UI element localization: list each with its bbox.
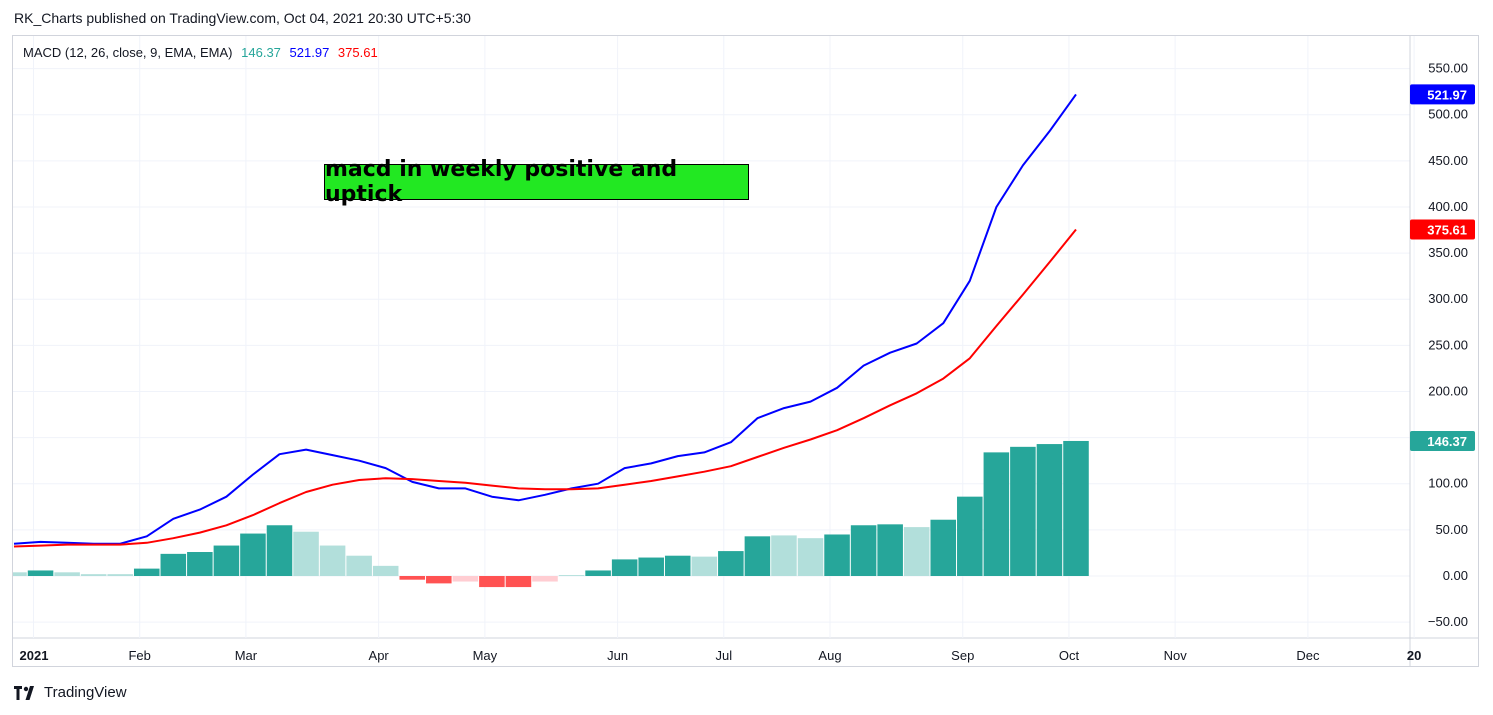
y-tick-label: 400.00 [1428,199,1468,214]
histogram-bar [692,557,718,576]
annotation-callout[interactable]: macd in weekly positive and uptick [324,164,749,200]
histogram-bar [612,559,638,576]
histogram-bar [745,536,771,576]
histogram-bar [957,497,983,576]
histogram-bar [107,574,133,576]
histogram-bar [559,575,585,576]
x-tick-label: Dec [1296,648,1320,663]
histogram-bar [532,576,558,582]
y-tick-label: 50.00 [1435,522,1468,537]
tradingview-logo-icon [14,686,38,700]
histogram-bar [665,556,691,576]
signal-line [14,230,1076,547]
histogram-bar [506,576,532,587]
annotation-text: macd in weekly positive and uptick [325,157,748,207]
histogram-bar [930,520,956,576]
indicator-legend[interactable]: MACD (12, 26, close, 9, EMA, EMA) 146.37… [23,45,383,60]
x-tick-label: Sep [951,648,974,663]
histogram-bar [771,535,797,576]
hist-value: 146.37 [241,45,281,60]
y-tick-label: 0.00 [1443,568,1468,583]
histogram-bar [81,574,107,576]
histogram-bar [293,532,319,576]
histogram-bar [161,554,187,576]
y-tick-label: 450.00 [1428,153,1468,168]
histogram-bar [638,558,664,576]
y-tick-label: 100.00 [1428,476,1468,491]
histogram-bar [877,524,903,576]
y-tick-label: 200.00 [1428,383,1468,398]
x-tick-label: Aug [818,648,841,663]
price-label-text: 521.97 [1427,87,1467,102]
x-tick-label: May [473,648,498,663]
histogram-bar [399,576,425,580]
histogram-bar [346,556,372,576]
x-tick-label: Jun [607,648,628,663]
histogram-bar [984,452,1010,576]
x-tick-label: Jul [715,648,732,663]
histogram-bar [1037,444,1063,576]
x-tick-label: Feb [128,648,150,663]
y-tick-label: 550.00 [1428,61,1468,76]
price-label-text: 375.61 [1427,222,1467,237]
y-tick-label: 350.00 [1428,245,1468,260]
x-tick-label: 2021 [20,648,49,663]
indicator-name: MACD (12, 26, close, 9, EMA, EMA) [23,45,233,60]
histogram-bar [453,576,479,582]
histogram-bar [187,552,213,576]
histogram-bar [585,570,611,576]
x-tick-label: Nov [1164,648,1188,663]
tradingview-footer[interactable]: TradingView [14,684,127,701]
time-axis: 2021 Feb Mar Apr May Jun Jul Aug Sep Oct Nov Dec 20 [20,648,1422,663]
brand-name: TradingView [44,684,127,701]
histogram-bar [13,572,27,576]
histogram-bar [54,572,80,576]
y-tick-label: −50.00 [1428,614,1468,629]
histogram-bar [28,570,54,576]
histogram-bar [718,551,744,576]
histogram-bar [240,534,266,576]
histogram-bar [320,546,346,576]
macd-value: 521.97 [290,45,330,60]
histogram-bar [851,525,877,576]
y-tick-label: 250.00 [1428,337,1468,352]
price-axis: 550.00 500.00 450.00 400.00 350.00 300.00 250.… [1428,61,1468,630]
histogram-bar [1010,447,1036,576]
histogram-bar [426,576,452,583]
histogram-bar [267,525,293,576]
histogram-bar [479,576,505,587]
histogram-bars [13,441,1089,587]
histogram-bar [1063,441,1089,576]
signal-value: 375.61 [338,45,378,60]
histogram-bar [373,566,399,576]
y-tick-label: 500.00 [1428,107,1468,122]
x-tick-label: Mar [235,648,258,663]
y-tick-label: 300.00 [1428,291,1468,306]
x-tick-label: 20 [1407,648,1421,663]
histogram-bar [824,534,850,576]
histogram-bar [214,546,240,576]
histogram-bar [134,569,160,576]
x-tick-label: Oct [1059,648,1080,663]
histogram-bar [798,538,824,576]
histogram-bar [904,527,930,576]
price-label-text: 146.37 [1427,434,1467,449]
x-tick-label: Apr [369,648,390,663]
